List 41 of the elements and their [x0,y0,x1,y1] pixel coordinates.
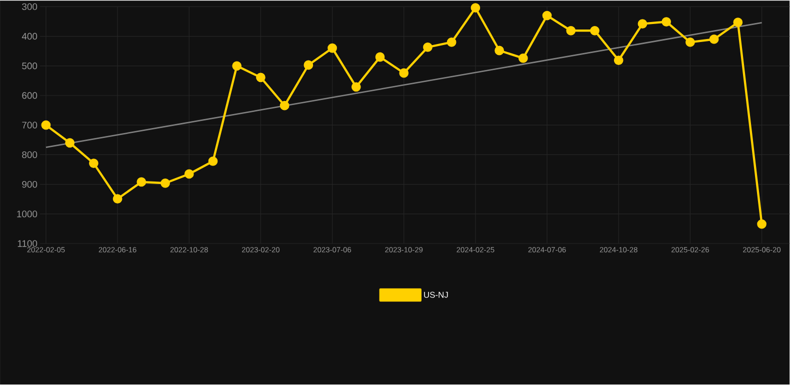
y-tick-label: 300 [22,4,38,10]
point [136,178,146,187]
y-tick-label: 700 [22,122,38,129]
y-tick-label: 900 [22,181,38,188]
point [399,68,409,78]
point [446,38,456,48]
point [757,220,766,229]
point [112,194,122,204]
point [328,44,337,54]
point [423,42,432,52]
point [351,82,361,92]
point [160,178,170,188]
point [375,52,385,62]
y-tick-label: 1100 [18,240,38,248]
legend-label: US-NJ [424,292,448,298]
y-tick-label: 1000 [17,210,38,218]
point [41,120,51,130]
y-tick-label: 500 [22,62,38,70]
point [614,56,624,66]
point [566,26,576,36]
point [280,101,290,111]
point [638,19,648,29]
y-tick-label: 600 [22,92,38,100]
point [494,46,504,56]
point [733,18,743,28]
point [232,61,242,71]
point [709,34,719,44]
y-tick-label: 400 [22,33,38,40]
point [65,138,75,148]
point [304,60,314,70]
point [208,156,218,166]
point [256,72,266,82]
point [686,38,695,48]
point [590,26,600,36]
point [518,54,528,64]
y-tick-label: 800 [22,152,38,158]
point [88,158,98,168]
point [470,3,480,13]
point [542,11,552,20]
point [184,170,194,179]
point [662,17,672,27]
